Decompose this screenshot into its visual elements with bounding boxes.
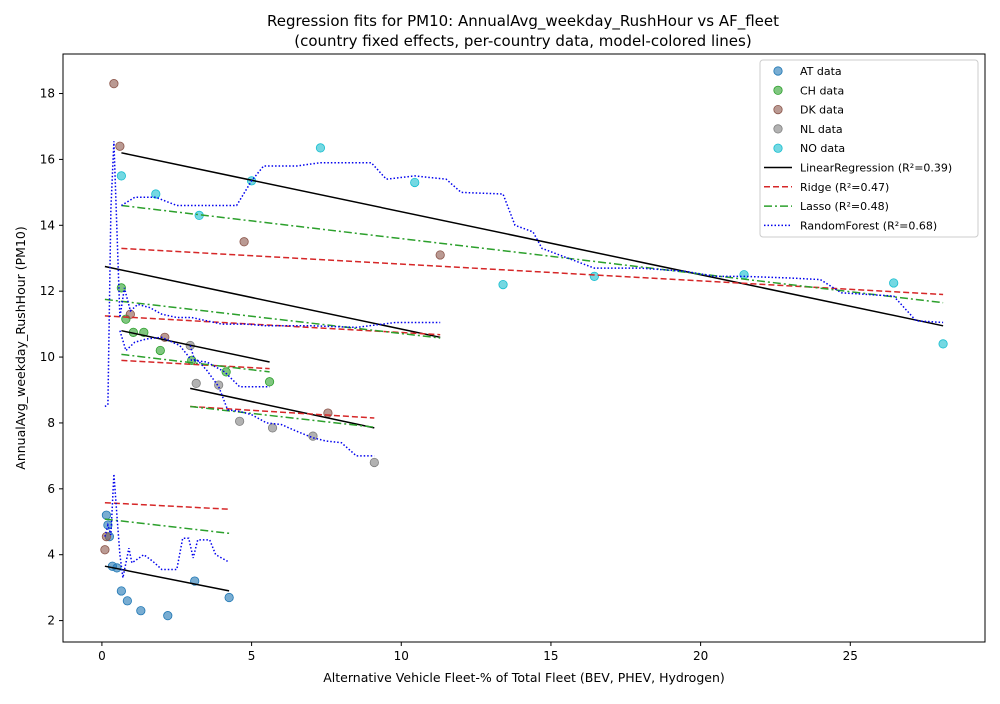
lasso-fit-line [121,353,270,373]
chart-subtitle: (country fixed effects, per-country data… [294,32,751,50]
at-data-point [101,510,112,520]
ch-data-point [264,377,275,387]
legend: AT data CH data DK data NL data NO data Linea… [759,59,979,238]
legend-label-nl: NL data [800,123,843,136]
linearregression-fit-line [121,152,944,327]
legend-label-no: NO data [800,142,845,155]
y-tick-label: 14 [40,218,55,232]
ridge-fit-line [121,247,944,296]
linearregression-fit-line [190,387,375,429]
legend-label-ridge: Ridge (R²=0.47) [800,181,889,194]
y-tick-label: 6 [47,482,55,496]
no-data-point [315,143,326,153]
nl-data-point [267,423,278,433]
no-data-point [739,270,749,280]
linearregression-fit-line [121,329,270,363]
y-tick-label: 4 [47,548,55,562]
at-data-point [136,606,146,616]
dk-data-point [239,237,249,247]
at-data-point [122,596,132,606]
legend-marker-at [773,66,783,76]
randomforest-fit-line [119,330,270,388]
y-tick-label: 12 [40,284,55,298]
legend-marker-ch [773,85,783,95]
ridge-fit-line [190,405,375,419]
no-data-point [410,177,420,188]
y-tick-label: 18 [40,87,55,101]
legend-label-linearregression: LinearRegression (R²=0.39) [800,162,952,175]
legend-marker-nl [773,124,783,134]
plot-frame [62,53,986,643]
legend-label-randomforest: RandomForest (R²=0.68) [800,219,937,232]
y-axis-label: AnnualAvg_weekday_RushHour (PM10) [13,226,28,469]
randomforest-fit-line [189,345,375,457]
randomforest-fit-line [104,141,441,408]
lasso-fit-line [121,204,944,304]
nl-data-point [235,416,245,426]
dk-data-point [100,545,110,555]
ridge-fit-line [104,501,230,510]
randomforest-fit-line [104,473,228,578]
x-tick-label: 10 [394,649,409,663]
y-tick-label: 8 [47,416,55,430]
ridge-fit-line [121,359,270,370]
y-tick-label: 16 [40,152,55,166]
y-tick-label: 2 [47,614,55,628]
ch-data-point [221,367,231,377]
no-data-point [498,279,508,290]
dk-data-point [115,141,125,151]
at-data-point [224,592,234,603]
legend-label-dk: DK data [800,104,844,117]
no-data-point [116,171,126,181]
lasso-fit-line [104,518,230,535]
nl-data-point [214,380,224,390]
legend-label-at: AT data [800,65,842,78]
x-tick-label: 0 [98,649,106,663]
linearregression-fit-line [104,265,441,339]
lasso-fit-line [190,405,375,428]
dk-data-point [435,250,445,260]
dk-data-point [109,79,119,89]
dk-data-point [101,531,112,542]
no-data-point [889,278,899,288]
legend-box [759,59,979,238]
legend-label-lasso: Lasso (R²=0.48) [800,200,889,213]
no-data-point [589,271,599,281]
nl-data-point [369,457,379,468]
chart-title: Regression fits for PM10: AnnualAvg_week… [267,12,779,31]
x-tick-label: 15 [543,649,558,663]
x-tick-label: 20 [693,649,708,663]
legend-label-ch: CH data [800,84,844,97]
x-tick-label: 25 [843,649,858,663]
nl-data-point [191,378,201,389]
linearregression-fit-line [104,565,230,592]
at-data-point [116,586,126,596]
legend-marker-dk [773,105,783,115]
randomforest-fit-line [121,161,944,324]
ch-data-point [116,283,126,293]
at-data-point [163,611,173,621]
legend-marker-no [773,143,783,153]
x-tick-label: 5 [248,649,256,663]
ch-data-point [155,345,165,356]
no-data-point [938,339,948,349]
nl-data-point [308,431,318,441]
no-data-point [151,189,161,199]
y-tick-label: 10 [40,350,55,364]
x-axis-label: Alternative Vehicle Fleet-% of Total Fle… [323,670,725,685]
